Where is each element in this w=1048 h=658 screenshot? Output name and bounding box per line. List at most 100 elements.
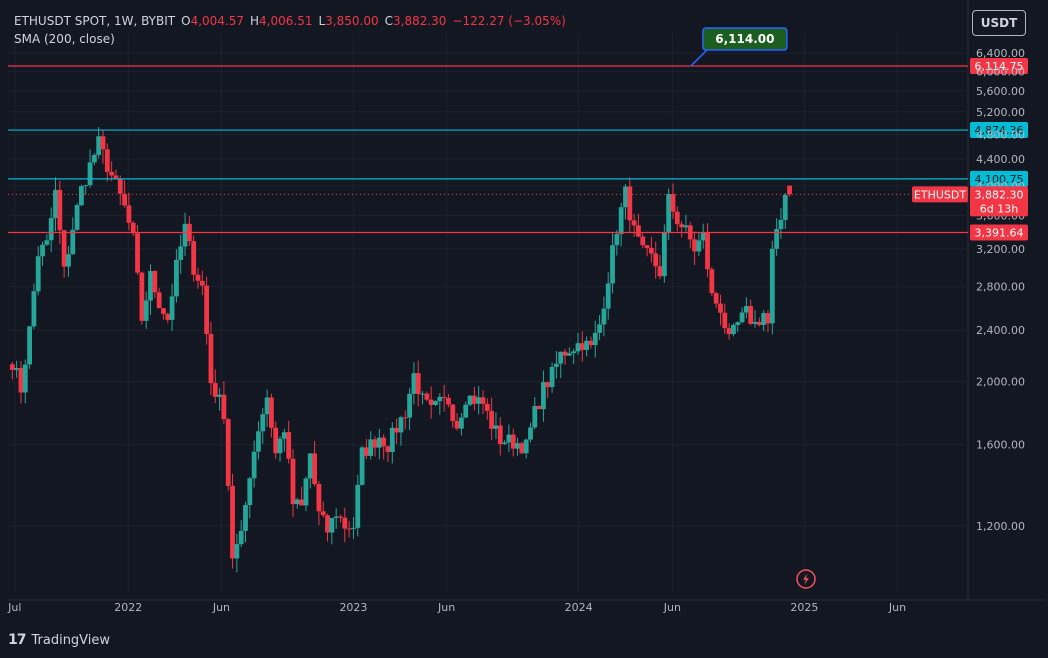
candle-body xyxy=(251,451,257,479)
candle-body xyxy=(765,313,771,324)
symbol-tag xyxy=(912,186,968,203)
level-price-label: 4,100.75 xyxy=(975,173,1024,186)
candle-body xyxy=(402,417,408,419)
candle-body xyxy=(346,528,352,530)
candle-body xyxy=(411,373,417,394)
low-value: 3,850.00 xyxy=(325,14,379,28)
candle-body xyxy=(497,425,503,445)
candle-body xyxy=(532,405,538,428)
candle-body xyxy=(618,207,624,235)
candle-body xyxy=(165,313,171,320)
level-price-label: 3,391.64 xyxy=(975,227,1024,240)
candle-body xyxy=(722,312,728,329)
y-tick-label: 1,600.00 xyxy=(976,439,1025,452)
candle-body xyxy=(541,382,546,410)
candle-body xyxy=(156,292,162,309)
candle-body xyxy=(100,136,106,150)
candle-body xyxy=(243,505,248,531)
candle-body xyxy=(674,211,680,225)
lightning-icon[interactable] xyxy=(796,569,816,589)
candle-body xyxy=(109,171,115,176)
horizontal-lines: 6,114.75 4,874.36 4,100.75 3,391.64 xyxy=(8,58,1028,241)
candle-body xyxy=(191,241,197,275)
candle-body xyxy=(48,218,54,241)
candle-body xyxy=(61,230,67,267)
candle-body xyxy=(139,272,145,321)
candle-body xyxy=(320,511,326,516)
x-tick-label: 2025 xyxy=(790,601,818,614)
candle-body xyxy=(290,458,296,505)
candle-body xyxy=(476,397,482,404)
y-tick-label: 6,000.00 xyxy=(976,65,1025,78)
candle-body xyxy=(14,368,20,370)
level-price-tag xyxy=(970,170,1028,187)
candle-body xyxy=(558,351,564,364)
symbol-tag-label: ETHUSDT xyxy=(914,188,966,201)
candle-body xyxy=(234,544,240,559)
candle-body xyxy=(657,266,663,277)
open-value: 4,004.57 xyxy=(190,14,245,28)
candle-body xyxy=(376,437,382,448)
candle-body xyxy=(597,324,602,333)
candle-body xyxy=(502,442,507,445)
candle-body xyxy=(182,223,188,247)
x-tick-label: Jun xyxy=(212,601,230,614)
candle-body xyxy=(256,431,261,452)
candle-body xyxy=(700,232,706,241)
price-annotation[interactable]: 6,114.00 xyxy=(690,27,788,67)
candle-body xyxy=(778,219,784,230)
candle-body xyxy=(79,186,84,206)
candle-body xyxy=(735,322,741,326)
candles xyxy=(9,126,792,573)
candle-body xyxy=(135,233,140,273)
y-tick-label: 4,400.00 xyxy=(976,153,1025,166)
tradingview-footer[interactable]: 17 TradingView xyxy=(8,628,110,652)
candle-body xyxy=(437,396,443,402)
candle-body xyxy=(683,225,689,228)
candle-body xyxy=(653,253,659,267)
change-value: −122.27 (−3.05%) xyxy=(452,14,566,28)
candle-body xyxy=(40,244,45,257)
symbol-title[interactable]: ETHUSDT SPOT, 1W, BYBIT xyxy=(14,14,176,28)
candle-body xyxy=(718,303,723,313)
candle-body xyxy=(91,154,97,163)
candle-body xyxy=(782,194,788,220)
candle-body xyxy=(636,225,641,237)
candle-body xyxy=(510,434,516,449)
x-tick-label: Jun xyxy=(437,601,455,614)
candle-body xyxy=(130,222,136,234)
candle-body xyxy=(562,351,568,356)
sma-indicator-label[interactable]: SMA (200, close) xyxy=(14,32,115,46)
candle-body xyxy=(614,234,620,246)
candle-body xyxy=(424,393,430,400)
candle-body xyxy=(692,239,697,252)
candle-body xyxy=(553,363,559,367)
candle-body xyxy=(545,382,551,388)
currency-button[interactable]: USDT xyxy=(972,10,1026,36)
high-label: H xyxy=(250,14,260,28)
candle-body xyxy=(277,438,283,454)
level-price-tag xyxy=(970,122,1028,139)
candle-body xyxy=(428,399,434,405)
x-tick-label: Jul xyxy=(7,601,21,614)
candle-body xyxy=(731,325,736,335)
candle-body xyxy=(359,447,365,485)
candle-body xyxy=(199,280,205,286)
x-tick-label: 2024 xyxy=(565,601,593,614)
candle-body xyxy=(420,393,425,395)
candle-body xyxy=(515,443,520,449)
candle-body xyxy=(471,395,477,404)
candle-body xyxy=(670,193,676,212)
x-axis: Jul 2022 Jun 2023 Jun 2024 Jun 2025 Jun xyxy=(7,601,906,614)
candle-body xyxy=(549,366,555,388)
candle-body xyxy=(96,136,102,155)
last-price-label: 3,882.30 xyxy=(975,188,1024,201)
candle-body xyxy=(217,394,222,397)
candle-body xyxy=(269,397,274,428)
candle-body xyxy=(35,256,41,292)
countdown-label: 6d 13h xyxy=(980,202,1018,215)
candle-body xyxy=(506,434,512,443)
candle-body xyxy=(748,306,754,324)
